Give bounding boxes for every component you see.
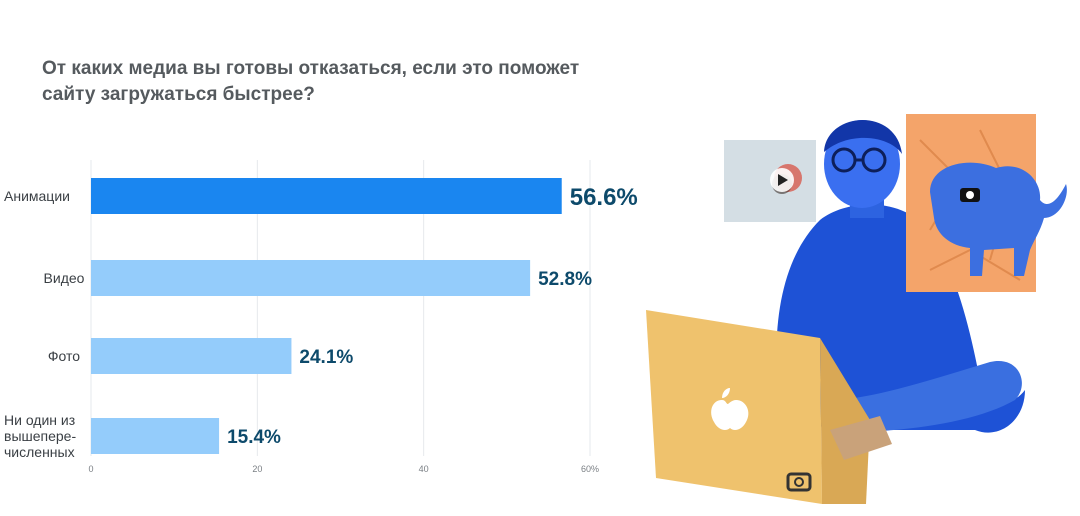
bar (91, 178, 562, 214)
category-label: Ни один из вышепере-численных (4, 412, 76, 460)
value-label: 15.4% (227, 427, 281, 448)
camera-icon-laptop (786, 472, 812, 492)
category-label-line: Анимации (4, 188, 70, 204)
x-tick-label: 60% (581, 464, 599, 474)
video-thumbnail (724, 140, 816, 222)
bar (91, 260, 531, 296)
illustration (646, 114, 1067, 504)
category-label-line: Ни один из (4, 412, 75, 428)
apple-logo-icon (711, 388, 749, 430)
value-label: 56.6% (570, 184, 638, 211)
play-icon (778, 174, 788, 186)
bar (91, 338, 292, 374)
category-label-line: Видео (44, 270, 85, 286)
chart-title: От каких медиа вы готовы отказаться, есл… (42, 58, 580, 105)
category-label-line: вышепере- (4, 428, 76, 444)
value-label: 52.8% (538, 269, 592, 290)
bar-chart: 0 20 40 60% 56.6% Анимации 52.8% Видео 24.1% Фото… (4, 160, 638, 474)
x-tick-label: 40 (419, 464, 429, 474)
value-label: 24.1% (299, 347, 353, 368)
category-label: Фото (48, 348, 80, 364)
category-label: Видео (44, 270, 85, 286)
category-label-line: численных (4, 444, 75, 460)
category-label-line: Фото (48, 348, 80, 364)
elephant-photo (906, 114, 1067, 292)
bar (91, 418, 220, 454)
category-label: Анимации (4, 188, 70, 204)
x-tick-label: 20 (252, 464, 262, 474)
x-tick-label: 0 (88, 464, 93, 474)
